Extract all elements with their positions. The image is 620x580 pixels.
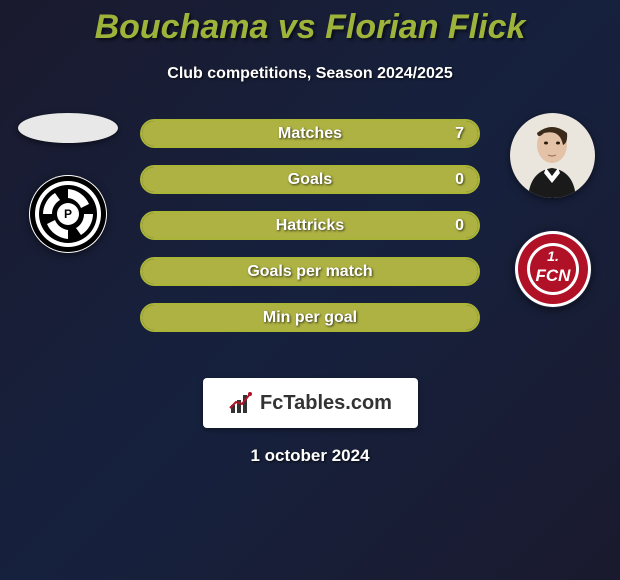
comparison-title: Bouchama vs Florian Flick (0, 0, 620, 47)
stat-bar-label: Goals per match (247, 263, 372, 281)
stat-bar-value: 0 (455, 171, 464, 189)
stat-bar: Hattricks 0 (140, 211, 480, 240)
right-player-column: 1. FCN (495, 113, 610, 308)
stat-bars: Matches 7 Goals 0 Hattricks 0 Goals per match M… (140, 119, 480, 332)
stat-bar-label: Hattricks (276, 217, 344, 235)
svg-text:1.: 1. (547, 248, 559, 264)
comparison-date: 1 october 2024 (0, 446, 620, 466)
left-player-column: P (10, 113, 125, 253)
stat-bar-value: 0 (455, 217, 464, 235)
stat-bar: Goals 0 (140, 165, 480, 194)
stat-bar: Matches 7 (140, 119, 480, 148)
player-photo-placeholder (18, 113, 118, 143)
stat-bar-label: Min per goal (263, 309, 357, 327)
branding-badge[interactable]: FcTables.com (203, 378, 418, 428)
svg-text:FCN: FCN (535, 266, 571, 285)
stat-bar-label: Matches (278, 125, 342, 143)
stat-bar: Min per goal (140, 303, 480, 332)
chart-icon (228, 390, 254, 416)
svg-text:P: P (63, 207, 71, 221)
stat-bar-value: 7 (455, 125, 464, 143)
comparison-subtitle: Club competitions, Season 2024/2025 (0, 65, 620, 83)
right-club-logo: 1. FCN (514, 230, 592, 308)
left-club-logo: P (29, 175, 107, 253)
player-photo (510, 113, 595, 198)
stat-bar: Goals per match (140, 257, 480, 286)
stat-bar-label: Goals (288, 171, 332, 189)
branding-text: FcTables.com (260, 392, 392, 415)
comparison-body: P 1. FCN (0, 113, 620, 373)
